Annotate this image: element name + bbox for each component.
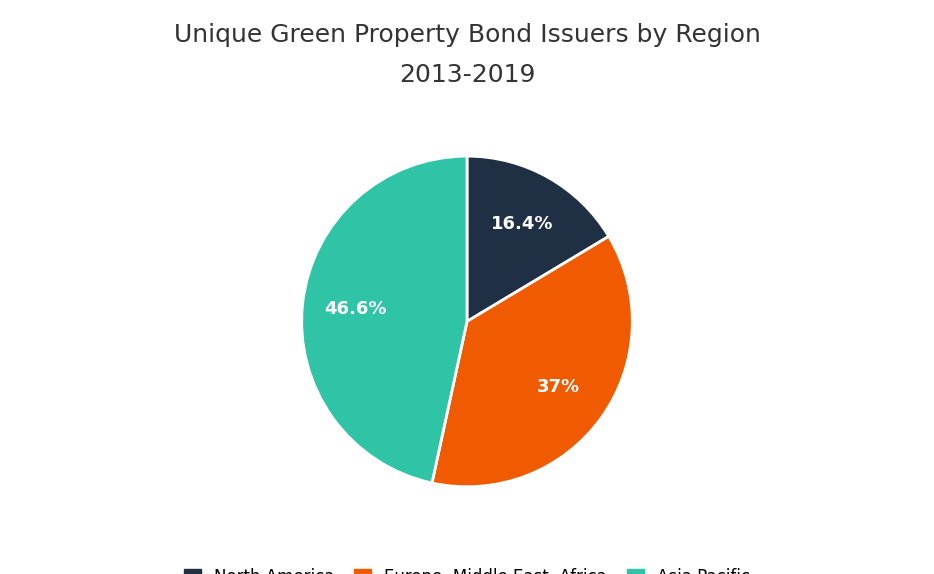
Text: Unique Green Property Bond Issuers by Region: Unique Green Property Bond Issuers by Re… — [174, 23, 760, 47]
Text: 46.6%: 46.6% — [324, 300, 387, 319]
Wedge shape — [302, 156, 467, 483]
Text: 16.4%: 16.4% — [491, 215, 554, 232]
Text: 37%: 37% — [537, 378, 580, 396]
Wedge shape — [467, 156, 609, 321]
Text: 2013-2019: 2013-2019 — [399, 63, 535, 87]
Wedge shape — [432, 236, 632, 487]
Legend: North America, Europe, Middle East, Africa, Asia Pacific: North America, Europe, Middle East, Afri… — [176, 560, 758, 574]
